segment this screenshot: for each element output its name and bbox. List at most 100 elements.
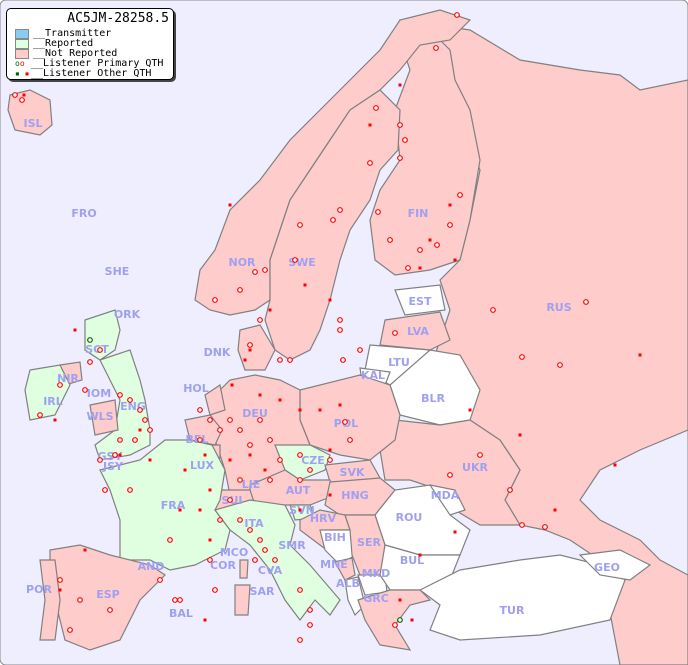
listener-primary-marker [217, 427, 223, 433]
country-label-swe: SWE [288, 256, 316, 269]
country-geo [578, 549, 652, 581]
legend-label: __Not Reported [33, 48, 118, 59]
listener-other-marker [203, 618, 207, 622]
listener-primary-marker [337, 327, 343, 333]
listener-primary-marker [287, 357, 293, 363]
listener-primary-marker [262, 267, 268, 273]
listener-primary-marker [247, 442, 253, 448]
listener-other-marker [248, 348, 252, 352]
listener-primary-marker [330, 217, 336, 223]
listener-other-marker [148, 458, 152, 462]
listener-other-marker [53, 418, 57, 422]
country-est [394, 284, 446, 316]
listener-primary-marker [147, 427, 153, 433]
listener-primary-marker [387, 237, 393, 243]
listener-other-marker [453, 530, 457, 534]
listener-primary-marker [12, 92, 18, 98]
listener-primary-marker [252, 557, 258, 563]
country-label-dnk: DNK [204, 346, 231, 359]
listener-primary-marker [127, 397, 133, 403]
listener-primary-marker [347, 437, 353, 443]
country-label-lie: LIE [242, 478, 261, 491]
listener-primary-marker [132, 437, 138, 443]
listener-primary-marker [87, 337, 93, 343]
country-label-wls: WLS [86, 410, 113, 423]
listener-primary-marker [237, 477, 243, 483]
listener-primary-marker [19, 97, 25, 103]
country-blr [389, 349, 481, 426]
country-label-cva: CVA [258, 564, 283, 577]
listener-other-marker [418, 553, 422, 557]
listener-primary-marker [375, 209, 381, 215]
listener-primary-marker [417, 247, 423, 253]
country-mne [334, 557, 356, 581]
listener-primary-marker [157, 577, 163, 583]
country-label-svk: SVK [340, 466, 365, 479]
listener-primary-marker [337, 317, 343, 323]
listener-primary-marker [433, 45, 439, 51]
listener-other-marker [198, 508, 202, 512]
listener-other-marker [428, 238, 432, 242]
country-label-nor: NOR [228, 256, 256, 269]
country-label-cze: CZE [301, 454, 325, 467]
country-label-fin: FIN [408, 207, 429, 220]
listener-other-marker [230, 383, 234, 387]
legend-primary-qth: oo __Listener Primary QTH [15, 59, 163, 69]
listener-primary-marker [237, 517, 243, 523]
country-label-bel: BEL [186, 433, 209, 446]
listener-primary-marker [37, 412, 43, 418]
legend-other-qth: ▪ ▪ __Listener Other QTH [15, 69, 151, 79]
country-label-blr: BLR [421, 392, 445, 405]
listener-primary-marker [247, 342, 253, 348]
listener-primary-marker [297, 587, 303, 593]
country-label-aut: AUT [286, 484, 311, 497]
country-label-mne: MNE [320, 558, 348, 571]
listener-primary-marker [257, 417, 263, 423]
listener-primary-marker [102, 487, 108, 493]
country-label-lux: LUX [190, 459, 215, 472]
listener-other-marker [518, 433, 522, 437]
country-label-nir: NIR [57, 372, 79, 385]
listener-other-marker [73, 328, 77, 332]
reported-swatch [15, 39, 29, 49]
country-label-fra: FRA [161, 499, 186, 512]
listener-other-marker [58, 588, 62, 592]
listener-primary-marker [237, 287, 243, 293]
country-por [39, 559, 61, 641]
listener-other-marker [83, 548, 87, 552]
listener-primary-marker [117, 392, 123, 398]
listener-other-marker [398, 83, 402, 87]
country-label-ltu: LTU [388, 356, 410, 369]
listener-primary-marker [542, 524, 548, 530]
legend-transmitter: __Transmitter [15, 29, 111, 39]
legend-label: __Reported [33, 38, 94, 49]
listener-primary-marker [342, 419, 348, 425]
listener-primary-marker [397, 122, 403, 128]
listener-other-marker [278, 398, 282, 402]
listener-other-marker [268, 308, 272, 312]
country-lva [379, 311, 451, 351]
listener-primary-marker [172, 597, 178, 603]
listener-primary-marker [367, 160, 373, 166]
listener-other-marker [303, 283, 307, 287]
listener-other-marker [208, 538, 212, 542]
country-label-isl: ISL [23, 117, 42, 130]
listener-primary-marker [477, 452, 483, 458]
country-cor [239, 559, 249, 579]
country-label-ukr: UKR [462, 461, 488, 474]
listener-other-marker [448, 203, 452, 207]
country-grc [357, 589, 432, 651]
listener-other-marker [118, 453, 122, 457]
listener-primary-marker [434, 242, 440, 248]
legend-label: __Transmitter [33, 28, 112, 39]
country-tur [418, 554, 626, 641]
listener-other-marker [228, 458, 232, 462]
listener-primary-marker [87, 359, 93, 365]
listener-primary-marker [357, 347, 363, 353]
listener-other-marker [638, 353, 642, 357]
listener-primary-marker [392, 622, 398, 628]
listener-other-marker [203, 453, 207, 457]
country-label-alb: ALB [336, 577, 360, 590]
listener-primary-marker [583, 299, 589, 305]
listener-primary-marker [227, 417, 233, 423]
